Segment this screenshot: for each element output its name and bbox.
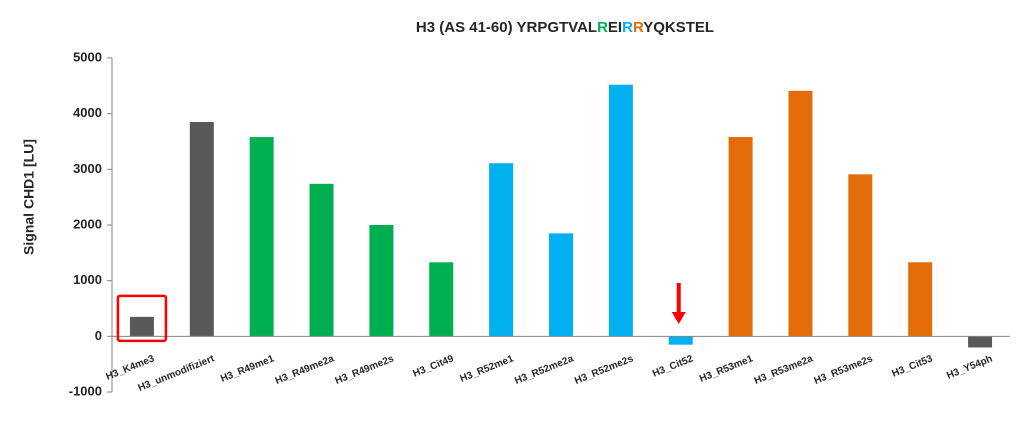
x-tick-label: H3_R52me1 [459,353,516,385]
y-tick-label: 0 [95,328,102,343]
x-tick-label: H3_R49me2a [274,353,336,387]
y-tick-label: -1000 [69,383,102,398]
y-tick-label: 3000 [73,161,102,176]
highlight-box [116,294,168,343]
title-part: R [597,19,608,36]
bar [908,262,933,337]
title-part: R [633,19,644,36]
x-tick-label: H3_R53me2a [753,353,815,387]
bar [249,137,274,337]
title-part: EI [608,19,622,36]
x-tick-label: H3_Cit49 [412,353,456,379]
title-part: H3 (AS 41-60) YRPGTVAL [416,19,597,36]
chart-title: H3 (AS 41-60) YRPGTVALREIRRYQKSTEL [416,19,714,36]
x-tick-label: H3_R53me1 [698,353,755,385]
bar [788,90,813,337]
y-tick-label: 2000 [73,216,102,231]
bar [549,233,573,337]
bar [728,137,753,337]
bar [369,225,394,337]
title-part: R [622,19,633,36]
bar [968,336,993,348]
bar [608,84,633,337]
x-tick-label: H3_R52me2s [573,353,635,387]
x-tick-label: H3_R49me1 [219,353,276,385]
x-tick-label: H3_R52me2a [513,353,575,387]
bar [848,174,873,337]
y-axis-label: Signal CHD1 [LU] [21,139,37,255]
bar [129,316,154,337]
x-tick-label: H3_R49me2s [334,353,396,387]
arrow-head [671,312,686,324]
bar [189,122,214,337]
x-tick-label: H3_R53me2s [813,353,875,387]
y-tick-label: 1000 [73,272,102,287]
x-tick-label: H3_Y54ph [945,353,994,381]
x-tick-label: H3_Cit53 [890,353,934,379]
bar [489,163,514,337]
bar [668,336,693,345]
bar [429,262,454,337]
y-tick-label: 4000 [73,105,102,120]
y-tick-label: 5000 [73,49,102,64]
bar [309,183,334,337]
x-tick-label: H3_Cit52 [651,353,695,379]
title-part: YQKSTEL [643,19,714,36]
